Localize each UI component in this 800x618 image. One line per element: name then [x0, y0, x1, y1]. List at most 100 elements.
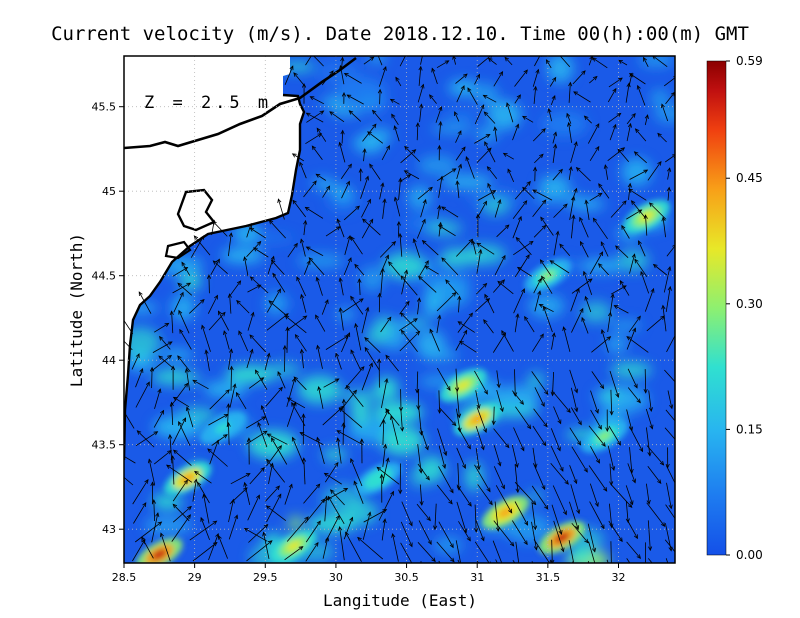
speed-patch [159, 349, 194, 361]
velocity-arrow [454, 111, 460, 122]
velocity-arrow-head [228, 348, 234, 354]
velocity-arrow-head [632, 327, 637, 333]
velocity-arrow-head [600, 524, 605, 530]
velocity-arrow [171, 402, 174, 426]
velocity-arrow-head [666, 186, 671, 192]
velocity-arrow [513, 241, 534, 256]
speed-patch [442, 174, 493, 190]
speed-patch [417, 155, 458, 176]
velocity-arrow-head [428, 186, 433, 192]
velocity-arrow [377, 56, 383, 66]
velocity-arrow [339, 277, 344, 296]
velocity-arrow [401, 330, 418, 353]
velocity-arrow [581, 317, 589, 334]
velocity-arrow [483, 319, 494, 334]
velocity-arrow-head [457, 130, 462, 136]
velocity-arrow-head [169, 310, 174, 316]
velocity-arrow [552, 169, 563, 181]
colorbar-tick-label: 0.59 [736, 54, 763, 68]
velocity-arrow [381, 145, 390, 161]
velocity-arrow [310, 96, 325, 105]
velocity-arrow [664, 427, 675, 440]
velocity-arrow-head [246, 437, 252, 443]
velocity-arrow [124, 476, 134, 486]
velocity-arrow-head [341, 91, 347, 97]
velocity-arrow-head [634, 258, 639, 264]
velocity-arrow-head [467, 87, 472, 93]
velocity-arrow [362, 512, 371, 540]
velocity-arrow [455, 73, 468, 84]
velocity-arrow [609, 124, 617, 141]
velocity-arrow-head [157, 521, 163, 526]
velocity-arrow-head [446, 386, 451, 392]
velocity-arrow-head [597, 192, 603, 198]
velocity-arrow [361, 199, 371, 218]
velocity-arrow-head [275, 485, 281, 491]
velocity-arrow [513, 427, 525, 451]
velocity-arrow-head [215, 439, 220, 445]
velocity-arrow [533, 225, 546, 238]
velocity-arrow [549, 260, 570, 274]
velocity-arrow [324, 496, 327, 522]
velocity-arrow-head [448, 499, 453, 505]
velocity-arrow [417, 542, 436, 562]
velocity-arrow [303, 220, 306, 236]
velocity-arrow-head [291, 436, 296, 442]
velocity-arrow-head [522, 186, 527, 192]
velocity-arrow [628, 183, 631, 200]
velocity-arrow-head [458, 163, 463, 169]
velocity-arrow-head [500, 279, 506, 284]
velocity-arrow [305, 542, 319, 562]
velocity-arrow [305, 207, 324, 219]
velocity-arrow-head [643, 389, 648, 394]
velocity-arrow [665, 286, 671, 312]
velocity-arrow-head [666, 167, 672, 173]
velocity-arrow [441, 257, 459, 276]
velocity-arrow [598, 263, 610, 276]
velocity-arrow [436, 315, 441, 334]
velocity-arrow-head [424, 265, 430, 270]
velocity-arrow-head [400, 426, 405, 432]
velocity-arrow [456, 501, 467, 533]
velocity-arrow-head [573, 567, 576, 571]
velocity-arrow-head [376, 466, 382, 472]
velocity-arrow-head [243, 256, 248, 261]
velocity-arrow-head [292, 199, 297, 205]
velocity-arrow [614, 305, 629, 314]
velocity-arrow-head [243, 481, 248, 487]
velocity-arrow-head [591, 547, 597, 553]
velocity-arrow [618, 59, 628, 66]
velocity-arrow [532, 128, 546, 142]
velocity-arrow-head [118, 472, 122, 476]
velocity-arrow-head [609, 523, 614, 529]
velocity-arrow [192, 479, 197, 502]
velocity-arrow [626, 328, 636, 350]
velocity-arrow-head [514, 463, 519, 468]
velocity-arrow [229, 384, 236, 408]
velocity-arrow [484, 111, 496, 124]
velocity-arrow-head [170, 455, 175, 460]
velocity-arrow-head [348, 110, 354, 115]
velocity-arrow-head [365, 306, 370, 312]
velocity-arrow-head [319, 110, 325, 115]
velocity-arrow-head [184, 367, 189, 373]
velocity-arrow [303, 483, 321, 504]
velocity-arrow-head [525, 254, 530, 259]
x-tick-label: 30.5 [394, 571, 419, 584]
velocity-arrow-head [575, 166, 581, 172]
velocity-arrow-head [364, 337, 369, 342]
velocity-arrow-head [576, 580, 579, 584]
velocity-arrow [358, 279, 361, 296]
velocity-arrow-head [587, 278, 593, 283]
velocity-arrow [445, 279, 459, 296]
velocity-arrow [483, 94, 497, 103]
velocity-arrow [355, 323, 362, 351]
speed-hotspot [554, 532, 570, 543]
velocity-arrow [321, 70, 334, 86]
velocity-arrow-head [387, 316, 392, 322]
velocity-arrow [608, 77, 623, 88]
velocity-arrow [246, 223, 252, 238]
speed-patch [474, 83, 499, 107]
velocity-arrow [296, 276, 307, 297]
velocity-arrow-head [616, 112, 622, 118]
